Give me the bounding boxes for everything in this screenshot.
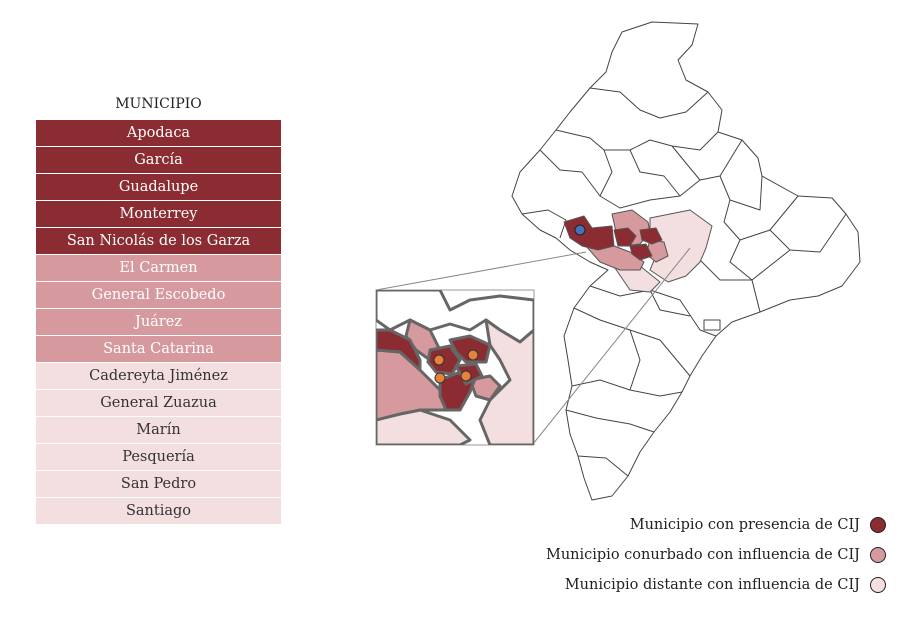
table-row: San Nicolás de los Garza xyxy=(36,228,281,254)
table-row: Guadalupe xyxy=(36,174,281,200)
table-row: Apodaca xyxy=(36,120,281,146)
cij-marker-icon xyxy=(467,349,479,361)
table-header: MUNICIPIO xyxy=(115,96,202,112)
table-row: General Zuazua xyxy=(36,390,281,416)
municipio-presencia xyxy=(613,227,637,247)
metro-area-map xyxy=(563,209,713,293)
municipio-presencia xyxy=(629,243,653,261)
legend-item: Municipio con presencia de CIJ xyxy=(466,510,886,540)
table-row: Cadereyta Jiménez xyxy=(36,363,281,389)
legend-item: Municipio conurbado con influencia de CI… xyxy=(466,540,886,570)
table-row: San Pedro xyxy=(36,471,281,497)
zoom-connector xyxy=(375,247,691,445)
table-row: General Escobedo xyxy=(36,282,281,308)
legend-swatch-icon xyxy=(870,577,886,593)
cij-marker-icon xyxy=(434,372,446,384)
municipio-presencia xyxy=(563,215,615,251)
cij-marker-icon xyxy=(574,224,586,236)
table-row: Juárez xyxy=(36,309,281,335)
legend-label: Municipio distante con influencia de CIJ xyxy=(564,577,860,593)
legend-label: Municipio conurbado con influencia de CI… xyxy=(545,547,860,563)
legend-label: Municipio con presencia de CIJ xyxy=(629,517,860,533)
legend-swatch-icon xyxy=(870,517,886,533)
zoom-inset xyxy=(375,289,535,446)
table-row: El Carmen xyxy=(36,255,281,281)
municipality-table: Apodaca García Guadalupe Monterrey San N… xyxy=(36,120,281,525)
cij-marker-icon xyxy=(460,370,472,382)
table-row: Santa Catarina xyxy=(36,336,281,362)
table-row: Marín xyxy=(36,417,281,443)
table-row: Santiago xyxy=(36,498,281,524)
cij-marker-icon xyxy=(433,354,445,366)
municipio-conurbado xyxy=(585,245,645,271)
municipio-presencia xyxy=(639,227,663,245)
table-row: García xyxy=(36,147,281,173)
legend-item: Municipio distante con influencia de CIJ xyxy=(466,570,886,600)
table-row: Pesquería xyxy=(36,444,281,470)
legend-swatch-icon xyxy=(870,547,886,563)
map-legend: Municipio con presencia de CIJ Municipio… xyxy=(466,510,886,600)
table-row: Monterrey xyxy=(36,201,281,227)
